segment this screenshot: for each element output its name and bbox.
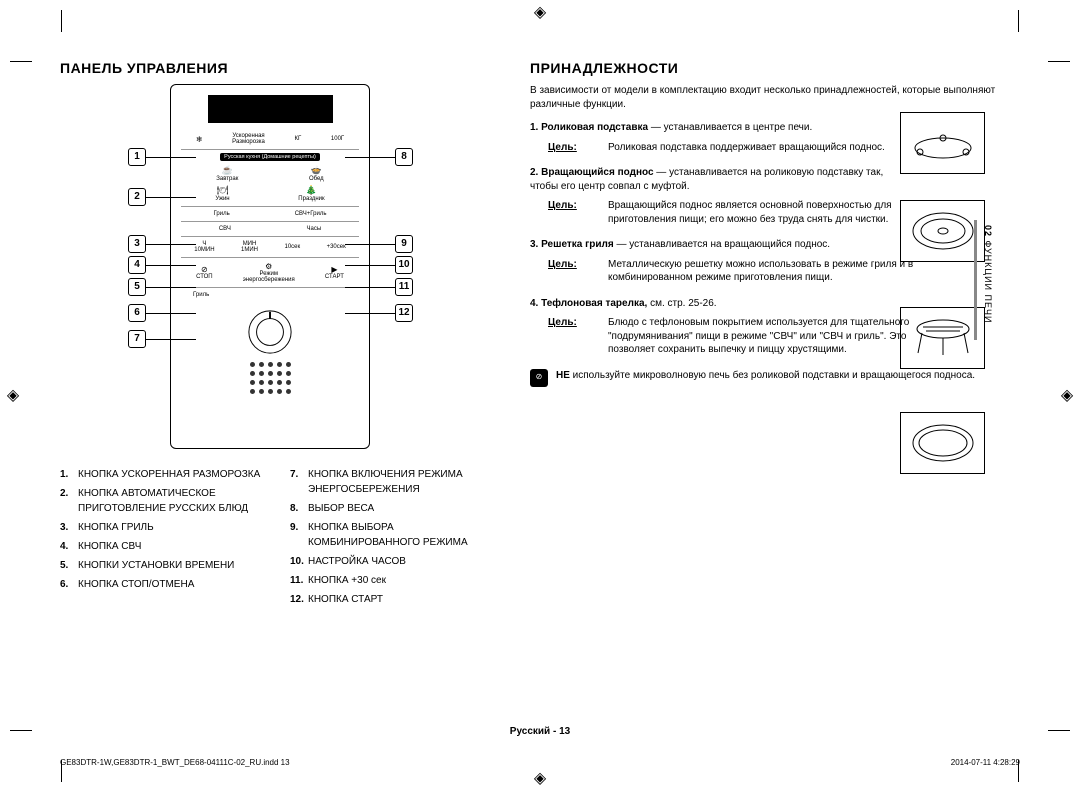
callout-9: 9: [395, 235, 413, 253]
right-heading: ПРИНАДЛЕЖНОСТИ: [530, 60, 1025, 76]
accessories-intro: В зависимости от модели в комплектацию в…: [530, 84, 1025, 111]
button-desc: 5.КНОПКИ УСТАНОВКИ ВРЕМЕНИ: [60, 558, 270, 573]
warning-icon: ⊘: [530, 369, 548, 387]
callout-10: 10: [395, 256, 413, 274]
button-desc: 2.КНОПКА АВТОМАТИЧЕСКОЕ ПРИГОТОВЛЕНИЕ РУ…: [60, 486, 270, 516]
callout-2: 2: [128, 188, 146, 206]
callout-5: 5: [128, 278, 146, 296]
page-footer-center: Русский - 13: [0, 726, 1080, 737]
page-footer-left: GE83DTR-1W,GE83DTR-1_BWT_DE68-04111C-02_…: [60, 758, 290, 767]
clock-label: Часы: [307, 226, 322, 232]
button-desc: 9.КНОПКА ВЫБОРА КОМБИНИРОВАННОГО РЕЖИМА: [290, 520, 490, 550]
breakfast-label: Завтрак: [216, 176, 238, 183]
lunch-label: Обед: [309, 176, 324, 183]
g100-label: 100Г: [331, 136, 344, 142]
combi-label: СВЧ+Гриль: [295, 211, 327, 217]
teflon-plate-icon: [900, 412, 985, 474]
holiday-label: Праздник: [298, 196, 324, 203]
button-desc: 11.КНОПКА +30 сек: [290, 573, 490, 588]
defrost-label: Ускоренная Разморозка: [232, 133, 265, 145]
accessories-section: ПРИНАДЛЕЖНОСТИ В зависимости от модели в…: [530, 60, 1025, 700]
control-panel-section: ПАНЕЛЬ УПРАВЛЕНИЯ ❄︎ Ускоренная Размороз…: [60, 60, 500, 700]
page-footer-right: 2014-07-11 4:28:29: [951, 758, 1020, 767]
callout-8: 8: [395, 148, 413, 166]
stop-label: СТОП: [196, 274, 213, 280]
button-descriptions: 1.КНОПКА УСКОРЕННАЯ РАЗМОРОЗКА 2.КНОПКА А…: [60, 467, 500, 611]
grill-knob-label: Гриль: [193, 292, 209, 298]
registration-mark-icon: ◈: [532, 771, 548, 787]
dial-icon: [246, 308, 294, 356]
t10s-label: 10сек: [284, 244, 300, 250]
registration-mark-icon: ◈: [532, 5, 548, 21]
button-desc: 10.НАСТРОЙКА ЧАСОВ: [290, 554, 490, 569]
callout-7: 7: [128, 330, 146, 348]
turntable-icon: [900, 200, 985, 262]
roller-ring-icon: [900, 112, 985, 174]
section-tab: 02 ФУНКЦИИ ПЕЧИ: [983, 225, 993, 323]
speaker-dots-icon: [181, 362, 359, 394]
callout-6: 6: [128, 304, 146, 322]
registration-mark-icon: ◈: [1059, 388, 1075, 404]
callout-1: 1: [128, 148, 146, 166]
callout-3: 3: [128, 235, 146, 253]
eco-label: Режим энергосбережения: [243, 271, 295, 283]
mw-label: СВЧ: [219, 226, 231, 232]
russian-banner: Русская кухня (Домашние рецепты): [220, 153, 320, 161]
button-desc: 3.КНОПКА ГРИЛЬ: [60, 520, 270, 535]
callout-4: 4: [128, 256, 146, 274]
registration-mark-icon: ◈: [5, 388, 21, 404]
display-icon: [208, 95, 333, 123]
left-heading: ПАНЕЛЬ УПРАВЛЕНИЯ: [60, 60, 500, 76]
button-desc: 4.КНОПКА СВЧ: [60, 539, 270, 554]
callout-11: 11: [395, 278, 413, 296]
grill-label: Гриль: [213, 211, 229, 217]
control-panel-illustration: ❄︎ Ускоренная Разморозка КГ 100Г Русская…: [170, 84, 370, 449]
button-desc: 7.КНОПКА ВКЛЮЧЕНИЯ РЕЖИМА ЭНЕРГОСБЕРЕЖЕН…: [290, 467, 490, 497]
button-desc: 1.КНОПКА УСКОРЕННАЯ РАЗМОРОЗКА: [60, 467, 270, 482]
warning-row: ⊘ НЕ используйте микроволновую печь без …: [530, 369, 1025, 387]
button-desc: 12.КНОПКА СТАРТ: [290, 592, 490, 607]
grill-rack-icon: [900, 307, 985, 369]
dinner-label: Ужин: [215, 196, 229, 203]
callout-12: 12: [395, 304, 413, 322]
button-desc: 6.КНОПКА СТОП/ОТМЕНА: [60, 577, 270, 592]
button-desc: 8.ВЫБОР ВЕСА: [290, 501, 490, 516]
kg-label: КГ: [295, 136, 302, 142]
start-label: СТАРТ: [325, 274, 344, 280]
t30s-label: +30сек: [327, 244, 346, 250]
